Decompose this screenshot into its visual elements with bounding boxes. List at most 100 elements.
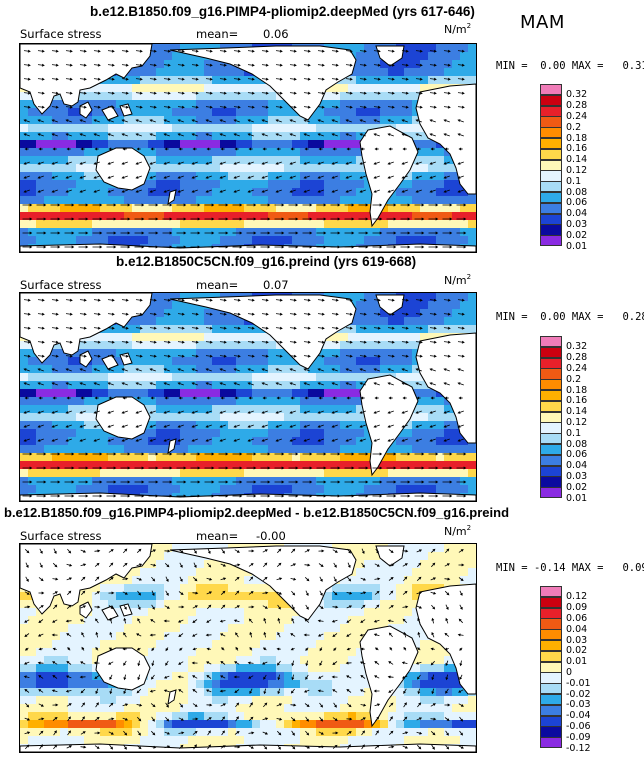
field-cell [180,293,189,302]
field-cell [372,293,381,302]
stress-arrow [36,245,47,249]
field-cell [196,228,205,237]
field-cell [228,148,237,157]
field-cell [244,469,253,478]
field-cell [204,656,213,665]
field-cell [340,204,349,213]
field-cell [220,656,229,665]
field-cell [228,317,237,326]
field-cell [356,616,365,625]
field-cell [124,437,133,446]
field-cell [196,44,205,53]
field-cell [276,477,285,486]
stress-arrow [107,438,114,442]
field-cell [292,485,301,494]
field-cell [348,325,357,334]
field-cell [52,204,61,213]
field-cell [292,180,301,189]
field-cell [212,373,221,382]
stress-arrow [443,189,450,193]
field-cell [204,568,213,577]
field-cell [156,632,165,641]
field-cell [324,405,333,414]
field-cell [292,373,301,382]
stress-arrow [219,382,226,386]
field-cell [380,108,389,117]
field-cell [180,357,189,366]
field-cell [44,132,53,141]
field-cell [444,228,453,237]
field-cell [148,293,157,302]
field-cell [196,212,205,221]
stress-arrow [429,175,436,179]
field-cell [324,389,333,398]
field-cell [396,220,405,229]
field-cell [324,212,333,221]
stress-arrow [205,161,212,165]
field-cell [380,325,389,334]
field-cell [84,405,93,414]
field-cell [60,365,69,374]
colorbar-swatch [540,213,562,225]
field-cell [164,397,173,406]
stress-arrow [303,63,311,67]
field-cell [68,640,77,649]
field-cell [460,317,469,326]
field-cell [116,640,125,649]
field-cell [436,148,445,157]
stress-arrow [345,424,352,428]
stress-arrow [289,382,296,386]
stress-arrow [79,91,87,95]
field-cell [220,164,229,173]
field-cell [212,309,221,318]
field-cell [436,164,445,173]
stress-arrow [134,466,145,470]
field-cell [196,672,205,681]
field-cell [228,116,237,125]
field-cell [468,469,476,478]
field-cell [52,148,61,157]
field-cell [132,196,141,205]
field-cell [412,68,421,77]
field-cell [156,485,165,494]
field-cell [156,172,165,181]
field-cell [236,453,245,462]
field-cell [140,584,149,593]
stress-arrow [415,77,423,81]
field-cell [116,76,125,85]
field-cell [460,445,469,454]
field-cell [188,397,197,406]
field-cell [220,92,229,101]
field-cell [76,148,85,157]
field-cell [20,648,29,657]
field-cell [156,236,165,245]
field-cell [76,100,85,109]
field-cell [308,624,317,633]
field-cell [428,405,437,414]
field-cell [268,341,277,350]
stress-arrow [359,49,367,53]
field-cell [28,608,37,617]
stress-arrow [232,480,243,484]
stress-arrow [205,63,213,67]
field-cell [332,164,341,173]
field-cell [428,560,437,569]
stress-arrow [163,354,171,358]
stress-arrow [372,217,383,221]
field-cell [132,341,141,350]
field-cell [228,325,237,334]
field-cell [356,477,365,486]
stress-arrow [373,189,380,193]
field-cell [196,664,205,673]
field-cell [132,204,141,213]
field-cell [204,600,213,609]
colorbar-label: 0.04 [566,460,588,472]
stress-arrow [387,91,395,95]
field-cell [236,220,245,229]
stress-arrow [401,410,408,414]
field-cell [372,592,381,601]
field-cell [380,228,389,237]
stress-arrow [176,466,187,470]
field-cell [332,584,341,593]
field-cell [212,608,221,617]
